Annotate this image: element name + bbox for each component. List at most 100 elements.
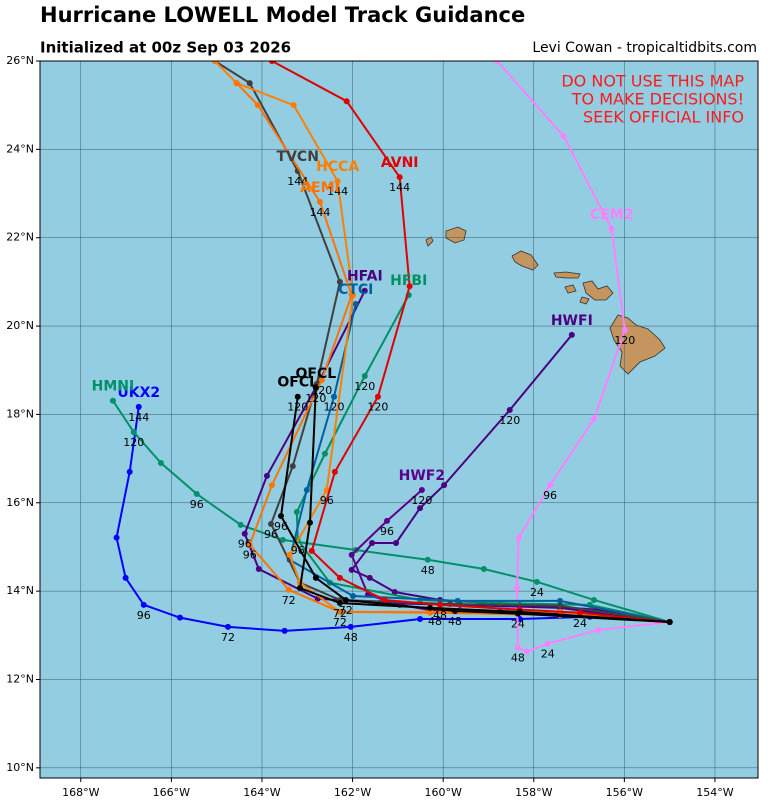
y-tick-label: 24°N — [6, 142, 34, 155]
track-name: HCCA — [316, 159, 359, 175]
track-name: HWF2 — [399, 468, 445, 484]
track-name: OFCL — [277, 375, 318, 391]
track-name: HWFI — [551, 313, 593, 329]
forecast-hour: 120 — [354, 380, 375, 393]
forecast-hour: 72 — [339, 604, 353, 617]
warning-line: DO NOT USE THIS MAP — [561, 72, 744, 91]
forecast-hour: 24 — [511, 618, 525, 631]
track-point — [348, 551, 355, 558]
track-point — [547, 482, 554, 489]
x-tick-label: 156°W — [606, 786, 643, 799]
track-point — [427, 609, 434, 616]
track-line — [288, 303, 670, 624]
track-point — [451, 608, 458, 615]
track-point — [330, 393, 337, 400]
forecast-hour: 96 — [320, 494, 334, 507]
forecast-hour: 48 — [344, 631, 358, 644]
forecast-hour: 144 — [327, 185, 348, 198]
track-point — [285, 586, 292, 593]
track-point — [369, 539, 376, 546]
forecast-hour: 48 — [421, 564, 435, 577]
warning-line: SEEK OFFICIAL INFO — [583, 108, 744, 127]
track-point — [130, 429, 137, 436]
forecast-hour: 48 — [511, 652, 525, 665]
forecast-hour: 120 — [287, 401, 308, 414]
track-point — [417, 615, 424, 622]
track-point — [193, 490, 200, 497]
forecast-hour: 24 — [541, 648, 555, 661]
track-point — [480, 566, 487, 573]
track-point — [494, 61, 501, 64]
track-point — [254, 102, 261, 109]
forecast-hour: 120 — [311, 384, 332, 397]
track-point — [224, 623, 231, 630]
forecast-hour: 72 — [282, 594, 296, 607]
forecast-hour: 48 — [433, 609, 447, 622]
track-point — [514, 610, 521, 617]
track-point — [336, 574, 343, 581]
track-name: CEM2 — [590, 207, 634, 223]
x-tick-label: 162°W — [334, 786, 371, 799]
y-tick-label: 10°N — [6, 761, 34, 774]
forecast-hour: 96 — [190, 498, 204, 511]
track-point — [621, 327, 628, 334]
forecast-hour: 120 — [411, 494, 432, 507]
track-point — [277, 513, 284, 520]
track-point — [268, 482, 275, 489]
track-point — [303, 486, 310, 493]
track-point — [237, 521, 244, 528]
track-point — [241, 530, 248, 537]
track-point — [557, 597, 564, 604]
track-point — [391, 589, 398, 596]
track-point — [591, 596, 598, 603]
x-tick-label: 166°W — [153, 786, 190, 799]
x-tick-label: 160°W — [424, 786, 461, 799]
track-point — [424, 556, 431, 563]
track-point — [342, 596, 349, 603]
forecast-hour: 120 — [323, 401, 344, 414]
track-point — [350, 592, 357, 599]
forecast-hour: 144 — [287, 175, 308, 188]
track-name: HMNI — [92, 379, 135, 395]
track-point — [321, 450, 328, 457]
track-point — [122, 574, 129, 581]
x-tick-label: 164°W — [243, 786, 280, 799]
track-point — [268, 61, 275, 64]
track-point — [336, 608, 343, 615]
track-point — [374, 393, 381, 400]
track-point — [361, 287, 368, 294]
track-point — [347, 623, 354, 630]
x-tick-label: 158°W — [515, 786, 552, 799]
forecast-hour: 96 — [264, 528, 278, 541]
track-point — [576, 609, 583, 616]
track-point — [393, 539, 400, 546]
grid: 168°W 166°W 164°W 162°W 160°W 158°W 156°W 154°W… — [6, 54, 758, 799]
track-point — [312, 574, 319, 581]
forecast-hour: 96 — [137, 609, 151, 622]
forecast-hour: 96 — [543, 489, 557, 502]
track-point — [294, 393, 301, 400]
track-point — [515, 534, 522, 541]
y-tick-label: 12°N — [6, 672, 34, 685]
track-point — [157, 460, 164, 467]
x-tick-label: 154°W — [696, 786, 733, 799]
forecast-hour: 48 — [448, 615, 462, 628]
track-point — [544, 640, 551, 647]
track-point — [318, 376, 325, 383]
forecast-hour: 24 — [573, 617, 587, 630]
forecast-hour: 96 — [380, 525, 394, 538]
track-point — [246, 541, 253, 548]
track-point — [366, 574, 373, 581]
track-point — [331, 468, 338, 475]
track-point — [246, 80, 253, 87]
track-point — [514, 585, 521, 592]
track-point — [591, 415, 598, 422]
track-name: UKX2 — [117, 385, 160, 401]
forecast-hour: 72 — [221, 631, 235, 644]
track-point — [297, 585, 304, 592]
track-point — [308, 547, 315, 554]
title: Hurricane LOWELL Model Track Guidance — [40, 3, 525, 27]
track-point — [336, 278, 343, 285]
track-point — [396, 174, 403, 181]
